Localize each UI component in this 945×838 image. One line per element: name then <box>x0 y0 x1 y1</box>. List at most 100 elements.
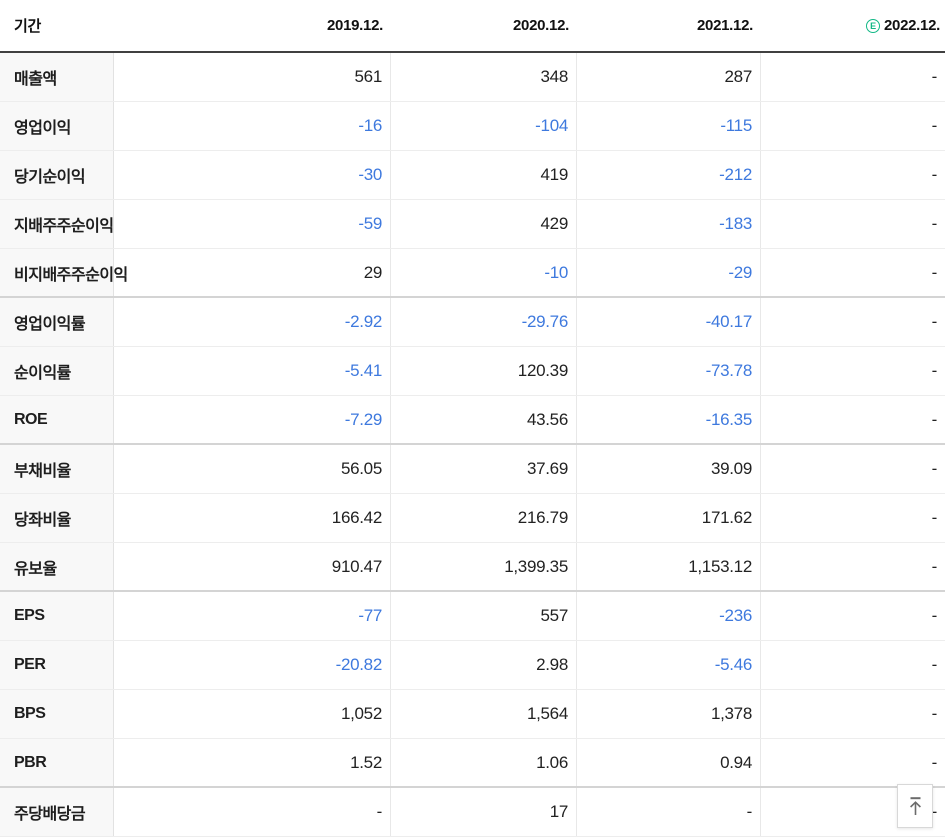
cell-2020-12: 429 <box>391 200 577 248</box>
cell-2022-12: - <box>931 262 938 282</box>
row-label: 매출액 <box>0 53 114 101</box>
row-label: 부채비율 <box>0 445 114 493</box>
cell-2022-12: - <box>931 556 938 576</box>
scroll-to-top-button[interactable] <box>897 784 933 828</box>
period-column-header: 기간 <box>14 18 42 35</box>
table-row: 영업이익 -16 -104 -115 - <box>0 102 945 151</box>
table-row: 비지배주주순이익 29 -10 -29 - <box>0 249 945 298</box>
cell-2022-12: - <box>931 214 938 233</box>
cell-2020-12: 1,564 <box>391 690 577 738</box>
cell-2019-12: - <box>114 788 391 836</box>
column-header-2022-12-label: 2022.12. <box>884 17 940 34</box>
cell-2019-12: -77 <box>114 592 391 640</box>
cell-2019-12: -59 <box>114 200 391 248</box>
row-label: 순이익률 <box>0 347 114 395</box>
table-row: 부채비율 56.05 37.69 39.09 - <box>0 445 945 494</box>
table-row: PBR 1.52 1.06 0.94 - <box>0 739 945 788</box>
row-label: BPS <box>0 690 114 738</box>
column-header-2021-12: 2021.12. <box>697 17 753 34</box>
table-row: EPS -77 557 -236 - <box>0 592 945 641</box>
cell-2022-12: - <box>931 704 938 723</box>
cell-2021-12: 1,378 <box>577 690 761 738</box>
cell-2021-12: -73.78 <box>577 347 761 395</box>
cell-2020-12: -104 <box>391 102 577 150</box>
cell-2019-12: -2.92 <box>114 298 391 346</box>
cell-2020-12: 348 <box>391 53 577 101</box>
cell-2020-12: 557 <box>391 592 577 640</box>
row-label: 주당배당금 <box>0 788 114 836</box>
cell-2022-12: - <box>931 361 938 380</box>
estimate-badge-icon: E <box>866 18 880 33</box>
cell-2021-12: 39.09 <box>577 445 761 493</box>
cell-2019-12: 56.05 <box>114 445 391 493</box>
cell-2021-12: -29 <box>577 249 761 296</box>
cell-2021-12: -40.17 <box>577 298 761 346</box>
cell-2020-12: 43.56 <box>391 396 577 443</box>
cell-2019-12: -7.29 <box>114 396 391 443</box>
cell-2021-12: -236 <box>577 592 761 640</box>
table-header-row: 기간 2019.12. 2020.12. 2021.12. E 2022.12. <box>0 0 945 53</box>
cell-2020-12: 2.98 <box>391 641 577 689</box>
cell-2021-12: -16.35 <box>577 396 761 443</box>
cell-2019-12: 561 <box>114 53 391 101</box>
arrow-up-to-top-icon <box>909 796 921 815</box>
row-label: 영업이익 <box>0 102 114 150</box>
cell-2020-12: -10 <box>391 249 577 296</box>
cell-2022-12: - <box>931 67 938 86</box>
row-label: PER <box>0 641 114 689</box>
cell-2019-12: 1.52 <box>114 739 391 786</box>
column-header-2019-12: 2019.12. <box>327 17 383 34</box>
cell-2019-12: 166.42 <box>114 494 391 542</box>
cell-2019-12: -20.82 <box>114 641 391 689</box>
cell-2020-12: -29.76 <box>391 298 577 346</box>
table-row: 유보율 910.47 1,399.35 1,153.12 - <box>0 543 945 592</box>
cell-2021-12: 287 <box>577 53 761 101</box>
row-label: EPS <box>0 592 114 640</box>
cell-2019-12: 910.47 <box>114 543 391 590</box>
column-header-2022-12-estimate: E 2022.12. <box>761 17 945 34</box>
table-row: 주당배당금 - 17 - - <box>0 788 945 837</box>
table-row: BPS 1,052 1,564 1,378 - <box>0 690 945 739</box>
row-label: 지배주주순이익 <box>0 200 114 248</box>
cell-2021-12: -5.46 <box>577 641 761 689</box>
table-row: 당좌비율 166.42 216.79 171.62 - <box>0 494 945 543</box>
column-header-2020-12: 2020.12. <box>513 17 569 34</box>
row-label: 당좌비율 <box>0 494 114 542</box>
cell-2020-12: 37.69 <box>391 445 577 493</box>
cell-2022-12: - <box>931 508 938 527</box>
cell-2022-12: - <box>931 802 938 821</box>
cell-2022-12: - <box>931 459 938 478</box>
cell-2021-12: -183 <box>577 200 761 248</box>
cell-2022-12: - <box>931 606 938 625</box>
cell-2020-12: 419 <box>391 151 577 199</box>
cell-2022-12: - <box>931 116 938 135</box>
table-row: 당기순이익 -30 419 -212 - <box>0 151 945 200</box>
table-row: 매출액 561 348 287 - <box>0 53 945 102</box>
cell-2019-12: 29 <box>114 249 391 296</box>
cell-2021-12: 0.94 <box>577 739 761 786</box>
cell-2022-12: - <box>931 752 938 772</box>
cell-2021-12: -212 <box>577 151 761 199</box>
row-label: PBR <box>0 739 114 786</box>
cell-2021-12: - <box>577 788 761 836</box>
table-body: 매출액 561 348 287 - 영업이익 -16 -104 -115 - 당… <box>0 53 945 837</box>
row-label: 비지배주주순이익 <box>0 249 128 296</box>
table-row: ROE -7.29 43.56 -16.35 - <box>0 396 945 445</box>
table-row: 지배주주순이익 -59 429 -183 - <box>0 200 945 249</box>
row-label: ROE <box>0 396 114 443</box>
table-row: PER -20.82 2.98 -5.46 - <box>0 641 945 690</box>
cell-2022-12: - <box>931 165 938 184</box>
cell-2019-12: -16 <box>114 102 391 150</box>
cell-2020-12: 1.06 <box>391 739 577 786</box>
cell-2020-12: 17 <box>391 788 577 836</box>
cell-2019-12: -30 <box>114 151 391 199</box>
table-row: 순이익률 -5.41 120.39 -73.78 - <box>0 347 945 396</box>
row-label: 당기순이익 <box>0 151 114 199</box>
cell-2022-12: - <box>931 312 938 331</box>
cell-2020-12: 216.79 <box>391 494 577 542</box>
cell-2021-12: -115 <box>577 102 761 150</box>
cell-2021-12: 1,153.12 <box>577 543 761 590</box>
cell-2020-12: 1,399.35 <box>391 543 577 590</box>
cell-2020-12: 120.39 <box>391 347 577 395</box>
